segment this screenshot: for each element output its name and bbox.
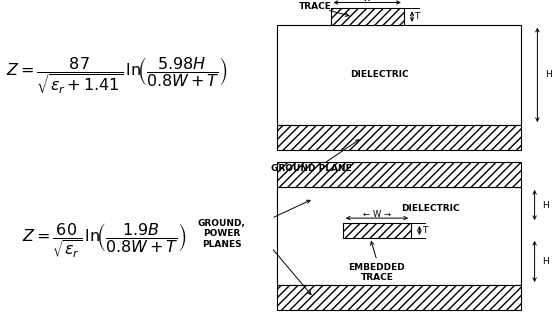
- Text: EMBEDDED
TRACE: EMBEDDED TRACE: [348, 262, 406, 282]
- Text: H: H: [542, 201, 549, 210]
- Bar: [331, 9, 404, 25]
- Text: $\leftarrow\!$ W $\!\rightarrow$: $\leftarrow\!$ W $\!\rightarrow$: [351, 0, 383, 3]
- Bar: [343, 223, 411, 238]
- Text: GROUND PLANE: GROUND PLANE: [271, 164, 352, 173]
- Text: $Z = \dfrac{60}{\sqrt{\varepsilon_r}}\,\mathrm{ln}\!\left(\dfrac{1.9B}{0.8W + T}: $Z = \dfrac{60}{\sqrt{\varepsilon_r}}\,\…: [22, 222, 187, 260]
- Bar: [277, 125, 521, 150]
- Bar: [277, 187, 521, 285]
- Text: H: H: [542, 257, 549, 266]
- Text: T: T: [422, 226, 428, 235]
- Text: H: H: [545, 70, 552, 80]
- Text: DIELECTRIC: DIELECTRIC: [350, 70, 409, 80]
- Text: GROUND,
POWER
PLANES: GROUND, POWER PLANES: [198, 219, 245, 249]
- Text: $Z = \dfrac{87}{\sqrt{\varepsilon_r + 1.41}}\,\mathrm{ln}\!\left(\dfrac{5.98H}{0: $Z = \dfrac{87}{\sqrt{\varepsilon_r + 1.…: [6, 55, 227, 96]
- Text: DIELECTRIC: DIELECTRIC: [401, 204, 460, 213]
- Bar: [277, 285, 521, 310]
- Text: TRACE: TRACE: [299, 2, 332, 11]
- Text: $\leftarrow\!$ W $\!\rightarrow$: $\leftarrow\!$ W $\!\rightarrow$: [361, 208, 393, 219]
- Bar: [277, 162, 521, 187]
- Text: T: T: [414, 12, 420, 21]
- Bar: [277, 25, 521, 125]
